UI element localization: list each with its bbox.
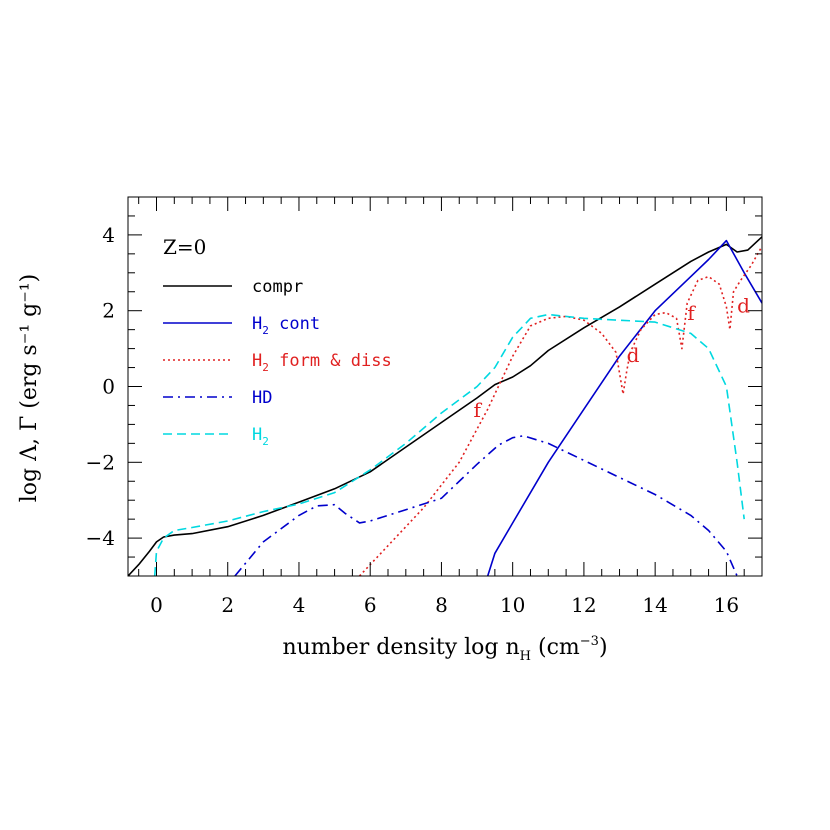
series-line-h2 [153, 313, 745, 576]
y-tick-label: −4 [86, 526, 115, 550]
x-tick-label: 0 [150, 593, 163, 617]
legend-label: H2 [252, 425, 269, 448]
x-tick-label: 16 [714, 593, 739, 617]
curve-annotation: d [737, 294, 750, 318]
x-tick-label: 6 [364, 593, 377, 617]
x-axis-label-main: number density log n [282, 635, 519, 660]
legend: compr H2 cont H2 form & diss HD H2 [163, 277, 392, 448]
curve-annotation: f [473, 398, 482, 422]
axis-ticks: 0 2 4 6 8 10 12 14 16 −4 −2 0 2 4 [86, 196, 763, 617]
x-axis-label-unit-open: (cm [531, 635, 580, 660]
y-tick-label: 2 [102, 299, 115, 323]
legend-label: HD [252, 388, 272, 408]
legend-label: compr [252, 277, 303, 297]
plot-frame [127, 196, 763, 577]
x-tick-label: 14 [642, 593, 667, 617]
x-axis-label-sup: −3 [580, 634, 599, 649]
series-line-h2-cont [486, 239, 762, 576]
legend-label: H2 cont [252, 314, 320, 337]
legend-label: H2 form & diss [252, 351, 392, 374]
y-tick-label: −2 [86, 450, 115, 474]
panel-label: Z=0 [163, 235, 206, 259]
x-tick-label: 4 [293, 593, 306, 617]
y-axis-label: log Λ, Γ (erg s⁻¹ g⁻¹) [17, 274, 42, 503]
x-axis-label-unit-close: ) [599, 635, 608, 660]
x-tick-label: 8 [435, 593, 448, 617]
series-line-hd [234, 434, 738, 576]
x-tick-label: 10 [500, 593, 525, 617]
x-axis-label-sub: H [520, 649, 531, 664]
x-axis-label: number density log nH (cm−3) [282, 634, 607, 664]
plot-layer: f d f d [128, 236, 762, 576]
series-line-h2-form-diss [358, 245, 762, 576]
curve-annotation: f [687, 301, 696, 325]
x-tick-label: 12 [571, 593, 596, 617]
curve-annotation: d [627, 343, 640, 367]
series-line-compr [128, 236, 762, 576]
y-tick-label: 4 [102, 223, 115, 247]
y-tick-label: 0 [102, 375, 115, 399]
x-tick-label: 2 [221, 593, 234, 617]
